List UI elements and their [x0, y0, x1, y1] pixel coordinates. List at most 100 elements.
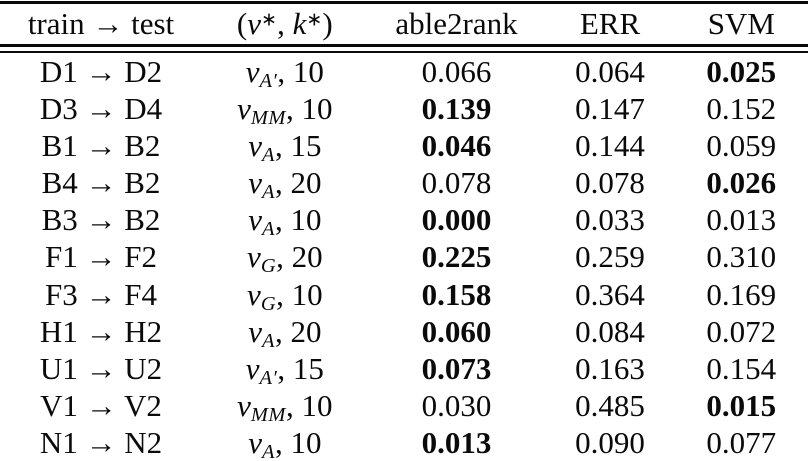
table-row: V1 → V2 vMM, 10 0.030 0.485 0.015: [0, 387, 808, 426]
v-subscript: A′: [259, 366, 278, 389]
config-cell: vMM, 10: [202, 387, 368, 426]
comma: ,: [277, 6, 293, 41]
math-v: v: [248, 424, 262, 460]
header-double-rule-bottom: [0, 50, 808, 53]
able2rank-cell: 0.046: [421, 128, 492, 164]
svm-cell: 0.154: [706, 350, 777, 386]
table-row: B3 → B2 vA, 10 0.000 0.033 0.013: [0, 201, 808, 241]
train-test-cell: B3 → B2: [41, 202, 161, 238]
train-test-cell: H1 → H2: [39, 313, 163, 349]
svm-cell: 0.013: [706, 202, 777, 238]
math-v: v: [247, 276, 261, 312]
config-cell: vA′, 15: [202, 350, 368, 389]
col-header-err: ERR: [579, 6, 641, 41]
svm-cell: 0.310: [706, 239, 777, 275]
config-cell: vG, 10: [202, 276, 368, 315]
train-test-cell: D3 → D4: [39, 91, 163, 127]
k-value: , 20: [274, 313, 322, 349]
able2rank-cell: 0.030: [421, 387, 492, 423]
able2rank-cell: 0.139: [421, 91, 492, 127]
v-subscript: A: [261, 144, 275, 167]
math-v: v: [237, 91, 251, 127]
header-double-rule-gap: [0, 46, 808, 51]
err-cell: 0.033: [575, 202, 645, 238]
able2rank-cell: 0.000: [421, 202, 492, 238]
v-subscript: MM: [250, 403, 286, 426]
math-v: v: [248, 313, 262, 349]
err-cell: 0.144: [575, 128, 645, 164]
v-subscript: G: [260, 255, 277, 278]
math-k: k: [292, 6, 307, 41]
able2rank-cell: 0.225: [421, 239, 492, 275]
config-cell: vA, 20: [202, 164, 368, 204]
header-double-rule-top: [0, 44, 808, 47]
svm-cell: 0.072: [706, 313, 777, 349]
v-subscript: A: [261, 329, 275, 352]
k-value: , 15: [277, 350, 324, 386]
err-cell: 0.078: [575, 165, 645, 201]
k-value: , 10: [285, 91, 333, 127]
top-rule: [0, 1, 808, 4]
svm-cell: 0.059: [706, 128, 777, 164]
config-cell: vA, 15: [202, 127, 368, 167]
train-test-cell: D1 → D2: [39, 54, 163, 89]
train-test-cell: U1 → U2: [39, 350, 163, 386]
math-v: v: [247, 6, 261, 41]
math-v: v: [248, 128, 262, 164]
paren-close: ): [322, 6, 333, 41]
k-value: , 10: [274, 202, 322, 238]
k-value: , 10: [277, 54, 324, 89]
table-row: F1 → F2 vG, 20 0.225 0.259 0.310: [0, 238, 808, 278]
v-subscript: A: [261, 181, 275, 204]
able2rank-cell: 0.073: [421, 350, 492, 386]
able2rank-cell: 0.066: [421, 54, 492, 89]
table-row: B4 → B2 vA, 20 0.078 0.078 0.026: [0, 164, 808, 204]
math-v: v: [247, 239, 261, 275]
math-v: v: [248, 165, 262, 201]
col-header-svm: SVM: [707, 6, 775, 41]
table-row: N1 → N2 vA, 10 0.013 0.090 0.077: [0, 424, 808, 461]
k-value: , 20: [274, 165, 322, 201]
train-test-cell: N1 → N2: [39, 424, 163, 460]
math-v: v: [248, 202, 262, 238]
k-value: , 10: [285, 387, 333, 423]
able2rank-cell: 0.078: [421, 165, 492, 201]
svm-cell: 0.169: [706, 276, 777, 312]
table-row: H1 → H2 vA, 20 0.060 0.084 0.072: [0, 313, 808, 352]
table-row: U1 → U2 vA′, 15 0.073 0.163 0.154: [0, 350, 808, 389]
svm-cell: 0.152: [706, 91, 777, 127]
err-cell: 0.364: [575, 276, 645, 312]
config-cell: vA, 10: [202, 201, 368, 241]
v-subscript: A′: [259, 70, 278, 93]
able2rank-cell: 0.013: [421, 424, 492, 460]
v-subscript: MM: [250, 107, 286, 130]
err-cell: 0.259: [575, 239, 645, 275]
train-test-cell: F3 → F4: [45, 276, 157, 312]
k-value: , 15: [274, 128, 322, 164]
svm-cell: 0.025: [706, 54, 777, 89]
err-cell: 0.090: [575, 424, 645, 460]
table-row: F3 → F4 vG, 10 0.158 0.364 0.169: [0, 276, 808, 315]
svm-cell: 0.026: [706, 165, 777, 201]
svm-cell: 0.015: [706, 387, 777, 423]
config-cell: vA′, 10: [202, 53, 368, 93]
config-cell: vA, 20: [202, 313, 368, 352]
col-header-v-k: (v∗, k∗): [202, 4, 368, 44]
err-cell: 0.485: [575, 387, 645, 423]
table-header-row: train → test (v∗, k∗) able2rank ERR SVM: [0, 4, 808, 44]
err-cell: 0.147: [575, 91, 645, 127]
train-test-cell: B4 → B2: [41, 165, 161, 201]
v-subscript: A: [261, 218, 275, 241]
col-header-able2rank: able2rank: [395, 6, 518, 41]
k-value: , 10: [276, 276, 323, 312]
table-body: D1 → D2 vA′, 10 0.066 0.064 0.025 D3 → D4 vMM,…: [0, 53, 808, 461]
math-v: v: [245, 350, 260, 386]
star-superscript: ∗: [260, 9, 278, 31]
math-v: v: [245, 54, 260, 89]
svm-cell: 0.077: [706, 424, 777, 460]
v-subscript: G: [260, 292, 277, 315]
train-test-cell: B1 → B2: [41, 128, 161, 164]
k-value: , 10: [274, 424, 322, 460]
k-value: , 20: [276, 239, 323, 275]
